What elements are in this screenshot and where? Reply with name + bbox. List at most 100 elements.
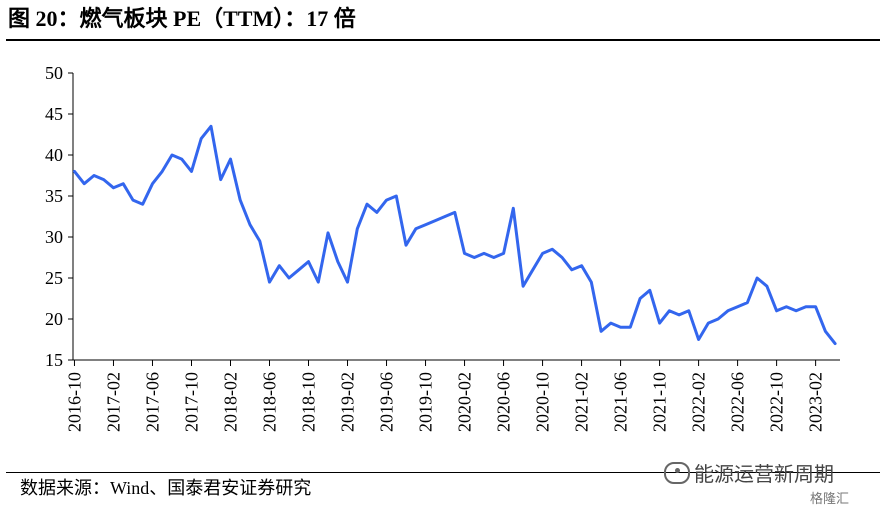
data-point — [483, 252, 485, 255]
x-tick-label: 2018-06 — [260, 372, 280, 432]
y-tick-label: 15 — [45, 350, 63, 370]
data-point — [327, 232, 329, 234]
data-point — [288, 277, 290, 279]
x-tick-label: 2017-10 — [181, 372, 201, 432]
watermark: 能源运营新周期 — [664, 458, 834, 487]
data-point — [736, 305, 739, 308]
data-point — [512, 207, 515, 210]
y-tick-label: 40 — [45, 145, 63, 165]
data-point — [639, 297, 641, 300]
data-point — [444, 215, 446, 218]
data-point — [346, 281, 349, 283]
data-point — [717, 318, 719, 320]
data-point — [493, 256, 495, 259]
data-point — [532, 269, 534, 271]
data-point — [561, 256, 563, 259]
data-point — [219, 178, 222, 181]
x-tick-label: 2018-10 — [299, 372, 319, 432]
x-tick-label: 2019-10 — [416, 372, 436, 432]
data-point — [171, 154, 173, 156]
data-point — [473, 256, 476, 259]
data-point — [727, 310, 729, 312]
pe-line-chart: 15 20 25 30 35 40 45 50 2016-10 2017-02 2017-06 201… — [45, 63, 840, 432]
data-point — [580, 264, 583, 267]
x-tick-label: 2022-06 — [728, 372, 748, 432]
data-point — [649, 289, 651, 292]
data-point — [268, 281, 271, 283]
x-tick-label: 2019-06 — [377, 372, 397, 432]
data-point — [502, 252, 505, 255]
data-point — [259, 240, 261, 242]
data-point — [132, 199, 134, 201]
data-source-note: 数据来源：Wind、国泰君安证券研究 — [20, 478, 312, 498]
data-point — [415, 228, 417, 230]
y-tick-label: 35 — [45, 186, 63, 206]
data-point — [678, 314, 680, 316]
data-point — [122, 182, 124, 185]
data-point — [668, 310, 671, 312]
wechat-icon — [664, 461, 690, 484]
data-point — [337, 260, 339, 263]
data-point — [376, 211, 378, 214]
x-tick-label: 2021-10 — [650, 372, 670, 432]
data-point — [785, 305, 788, 308]
x-tick-label: 2021-06 — [611, 372, 631, 432]
data-point — [600, 330, 602, 333]
data-point — [463, 252, 466, 255]
data-point — [73, 170, 76, 173]
data-point — [805, 305, 807, 308]
data-point — [200, 137, 202, 140]
data-point — [541, 252, 544, 255]
data-point — [249, 223, 251, 226]
data-point — [571, 269, 573, 271]
x-tick-label: 2022-02 — [689, 372, 709, 432]
data-point — [766, 285, 768, 288]
data-point — [239, 199, 241, 201]
data-point — [151, 182, 154, 185]
bottom-rule — [6, 472, 880, 473]
x-tick-label: 2022-10 — [767, 372, 787, 432]
chart-title: 图 20：燃气板块 PE（TTM）：17 倍 — [8, 6, 356, 31]
data-point — [454, 211, 456, 214]
data-point — [180, 158, 183, 160]
data-point — [141, 203, 144, 205]
data-point — [307, 260, 310, 263]
x-tick-label: 2023-02 — [806, 372, 826, 432]
data-point — [317, 281, 320, 283]
x-tick-label: 2017-02 — [103, 372, 123, 432]
data-point — [366, 203, 368, 205]
y-tick-label: 20 — [45, 309, 63, 329]
data-point — [112, 187, 115, 189]
data-point — [395, 195, 398, 197]
data-point — [190, 170, 193, 173]
data-point — [551, 248, 554, 251]
data-point — [746, 301, 749, 304]
data-point — [356, 228, 359, 230]
watermark-secondary: 格隆汇 — [810, 492, 850, 507]
data-point — [756, 277, 758, 279]
data-point — [210, 125, 212, 128]
data-point — [385, 199, 388, 201]
data-point — [697, 338, 700, 341]
y-tick-label: 45 — [45, 104, 63, 124]
x-tick-label: 2019-02 — [338, 372, 358, 432]
y-tick-label: 30 — [45, 227, 63, 247]
data-point — [610, 322, 612, 324]
x-tick-label: 2020-06 — [494, 372, 514, 432]
pe-series-line — [73, 124, 837, 346]
data-point — [590, 281, 593, 283]
data-point — [707, 322, 710, 324]
data-point — [619, 326, 622, 329]
data-point — [795, 310, 797, 312]
data-point — [522, 285, 524, 288]
data-point — [775, 310, 778, 312]
x-tick-label: 2020-10 — [533, 372, 553, 432]
data-point — [688, 310, 690, 312]
data-point — [278, 264, 281, 267]
data-point — [824, 330, 827, 333]
x-tick-label: 2016-10 — [64, 372, 84, 432]
data-point — [93, 174, 95, 177]
y-tick-label: 50 — [45, 63, 63, 83]
data-point — [434, 219, 437, 222]
x-tick-label: 2021-02 — [572, 372, 592, 432]
